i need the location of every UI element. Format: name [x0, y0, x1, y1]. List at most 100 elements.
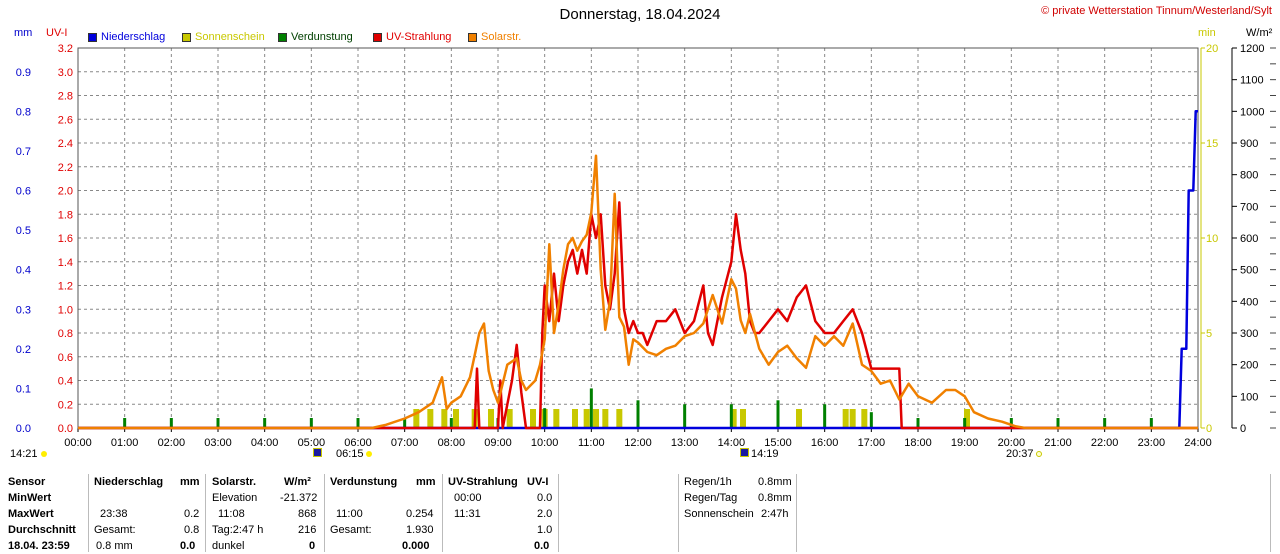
- evaporation-bar: [776, 400, 780, 428]
- x-tick-label: 05:00: [298, 437, 326, 449]
- wm2-tick-label: 600: [1240, 233, 1258, 245]
- uvi-tick-label: 1.6: [58, 233, 73, 245]
- x-tick-label: 16:00: [811, 437, 839, 449]
- sunshine-bar: [488, 409, 494, 428]
- legend-label: Sonnenschein: [195, 31, 265, 43]
- niederschlag-unit: mm: [180, 476, 200, 488]
- extra-value-2: 2:47h: [761, 508, 789, 520]
- evaporation-bar: [1149, 418, 1153, 428]
- sunset-icon: [1036, 451, 1042, 457]
- legend-verdunstung: Verdunstung: [278, 31, 353, 43]
- extra-label-1: Regen/Tag: [684, 492, 738, 504]
- solar-line: [78, 154, 1198, 430]
- niederschlag-head: Niederschlag: [94, 476, 164, 488]
- mm-tick-label: 0.8: [16, 106, 31, 118]
- weather-chart: 00:00 01:00 02:00 03:00 04:00 05:00 06:00 07:00…: [16, 43, 1276, 449]
- row-max: MaxWert: [8, 508, 54, 520]
- x-tick-label: 22:00: [1091, 437, 1119, 449]
- legend-solar: Solarstr.: [468, 31, 521, 43]
- unit-uvi: UV-I: [46, 27, 68, 39]
- solar-r2-val: 868: [298, 508, 317, 520]
- sunshine-bar: [506, 409, 513, 428]
- sunshine-bar: [441, 409, 448, 428]
- evaporation-bar: [543, 408, 547, 428]
- legend-label: Verdunstung: [291, 31, 353, 43]
- solar-r3-label: Tag:2:47 h: [212, 524, 264, 536]
- verdunstung-max-time: 11:00: [336, 508, 363, 520]
- x-tick-label: 06:00: [344, 437, 372, 449]
- table-divider: [442, 474, 443, 552]
- evaporation-bar: [449, 418, 453, 428]
- wm2-tick-label: 1000: [1240, 106, 1264, 118]
- uv-line: [78, 201, 1198, 430]
- sunshine-bar: [413, 409, 420, 428]
- table-divider: [558, 474, 559, 552]
- x-tick-label: 23:00: [1138, 437, 1166, 449]
- wm2-tick-label: 700: [1240, 201, 1258, 213]
- moon-icon: [740, 448, 749, 457]
- x-tick-label: 15:00: [764, 437, 792, 449]
- sunshine-bar: [572, 409, 578, 428]
- evaporation-bar: [869, 412, 873, 428]
- x-tick-label: 24:00: [1184, 437, 1212, 449]
- solar-r1-val: -21.372: [280, 492, 318, 504]
- sensor-head: Sensor: [8, 476, 46, 488]
- legend-uv: UV-Strahlung: [373, 31, 451, 43]
- sunshine-bar: [583, 409, 590, 428]
- evaporation-bar: [916, 418, 920, 428]
- mm-tick-label: 0.6: [16, 186, 31, 198]
- legend-label: Solarstr.: [481, 31, 522, 43]
- legend-label: UV-Strahlung: [386, 31, 452, 43]
- verdunstung-unit: mm: [416, 476, 436, 488]
- sunshine-bar: [427, 409, 434, 428]
- mm-tick-label: 0.1: [16, 383, 31, 395]
- table-divider: [796, 474, 797, 552]
- sunshine-bar: [602, 409, 609, 428]
- mm-tick-label: 0.2: [16, 344, 31, 356]
- evaporation-bar: [963, 418, 967, 428]
- x-tick-label: 00:00: [64, 437, 92, 449]
- timeline-sunrise: 06:15: [336, 448, 364, 460]
- mm-tick-label: 0.5: [16, 225, 31, 237]
- niederschlag-last-val: 0.0: [180, 540, 196, 552]
- uvi-tick-label: 0.8: [58, 328, 73, 340]
- wm2-tick-label: 200: [1240, 360, 1258, 372]
- verdunstung-head: Verdunstung: [330, 476, 398, 488]
- legend-swatch: [278, 32, 287, 42]
- sunshine-bar: [593, 409, 599, 428]
- min-tick-label: 0: [1206, 423, 1212, 435]
- uv-max-val: 2.0: [537, 508, 553, 520]
- sunshine-bar: [740, 409, 746, 428]
- x-tick-label: 09:00: [484, 437, 512, 449]
- min-tick-label: 5: [1206, 328, 1212, 340]
- uvi-tick-label: 2.4: [58, 138, 73, 150]
- niederschlag-max-time: 23:38: [100, 508, 128, 520]
- uv-unit: UV-I: [527, 476, 549, 488]
- uvi-tick-label: 3.0: [58, 67, 73, 79]
- uvi-tick-label: 2.8: [58, 91, 73, 103]
- sunshine-bar: [842, 409, 849, 428]
- evaporation-bar: [309, 418, 313, 428]
- legend-swatch: [468, 32, 477, 42]
- solar-r4-label: dunkel: [212, 540, 245, 552]
- verdunstung-last-val: 0.000: [402, 540, 430, 552]
- uvi-tick-label: 3.2: [58, 43, 73, 55]
- x-tick-label: 18:00: [904, 437, 932, 449]
- precipitation-line: [78, 110, 1198, 430]
- uvi-tick-label: 0.0: [58, 423, 73, 435]
- evaporation-bar: [683, 404, 687, 428]
- evaporation-bar: [1056, 418, 1060, 428]
- uvi-tick-label: 2.0: [58, 186, 73, 198]
- evaporation-bar: [123, 418, 127, 428]
- uv-max-time: 11:31: [454, 508, 481, 520]
- niederschlag-total-val: 0.8: [184, 524, 200, 536]
- sunshine-bar: [861, 409, 868, 428]
- wm2-tick-label: 100: [1240, 391, 1258, 403]
- mm-tick-label: 0.4: [16, 265, 31, 277]
- wm2-tick-label: 400: [1240, 296, 1258, 308]
- verdunstung-total-label: Gesamt:: [330, 524, 372, 536]
- solar-unit: W/m²: [284, 476, 311, 488]
- solar-r3-val: 216: [298, 524, 317, 536]
- uv-avg-val: 1.0: [537, 524, 553, 536]
- wm2-tick-label: 0: [1240, 423, 1246, 435]
